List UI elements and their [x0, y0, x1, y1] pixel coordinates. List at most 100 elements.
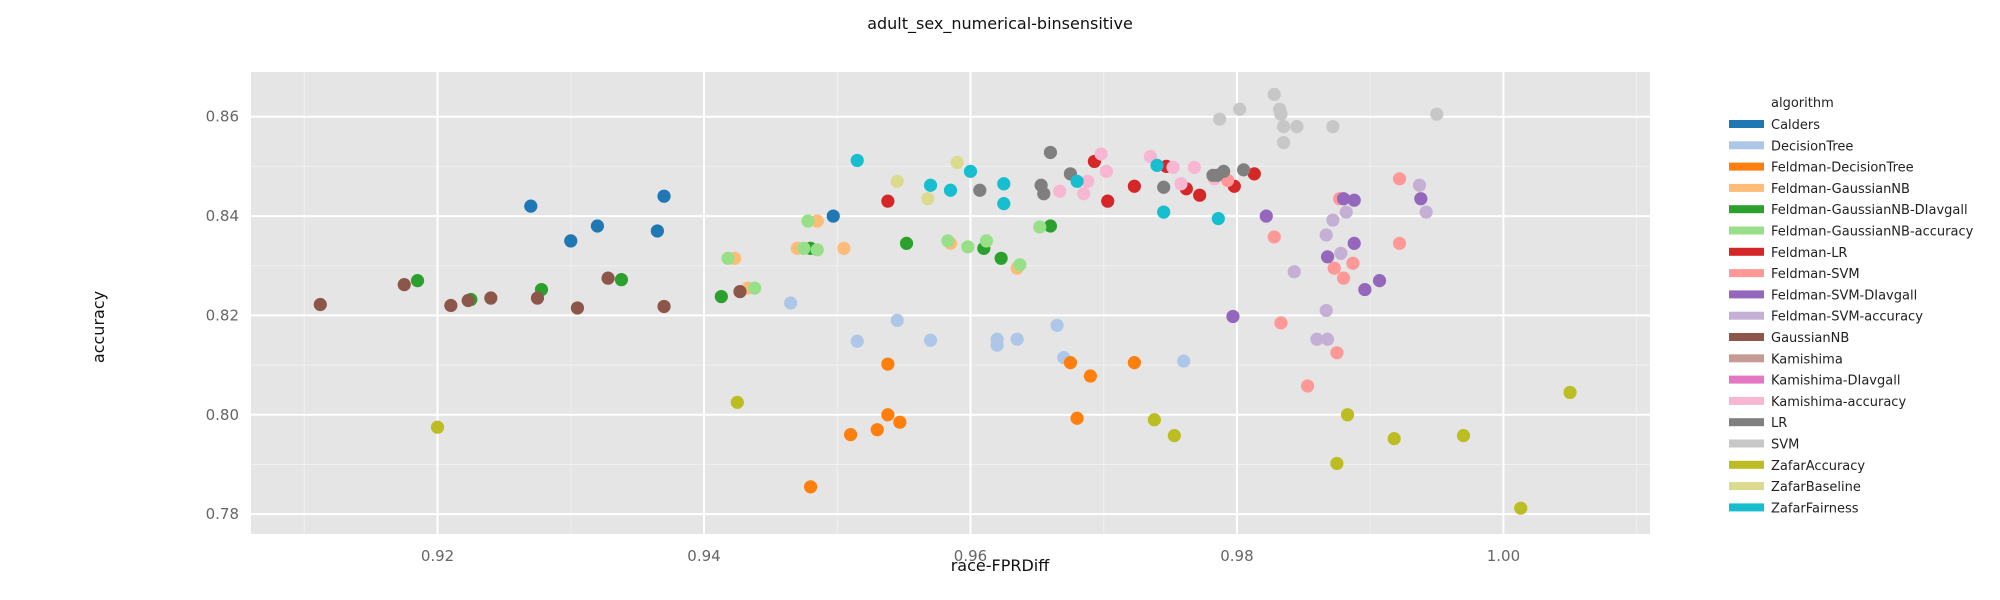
point-svm	[1233, 102, 1247, 116]
point-feldman-gaussiannb-accuracy	[961, 240, 975, 254]
point-feldman-gaussiannb-accuracy	[1033, 220, 1047, 234]
point-feldman-gaussiannb	[837, 241, 851, 255]
point-kamishima-accuracy	[1099, 164, 1113, 178]
point-feldman-svm-accuracy	[1287, 265, 1301, 279]
legend-label-feldman-gaussiannb-accuracy: Feldman-GaussianNB-accuracy	[1771, 225, 1974, 240]
point-lr	[1043, 145, 1058, 160]
point-feldman-decisiontree	[881, 408, 895, 422]
point-zafaraccuracy	[1147, 413, 1161, 427]
point-gaussiannb	[313, 297, 327, 312]
point-feldman-svm-diavgall	[1347, 193, 1361, 207]
point-svm	[1276, 135, 1291, 150]
point-kamishima-accuracy	[1077, 187, 1091, 201]
point-svm	[1276, 120, 1291, 134]
point-feldman-svm	[1392, 236, 1407, 250]
legend-label-gaussiannb: GaussianNB	[1771, 331, 1849, 346]
point-feldman-decisiontree	[843, 428, 858, 442]
point-feldman-svm	[1346, 256, 1360, 270]
x-tick-label: 0.96	[954, 547, 987, 565]
point-zafarfairness	[1211, 211, 1225, 226]
point-gaussiannb	[444, 298, 458, 313]
point-feldman-gaussiannb-diavgall	[899, 236, 914, 250]
point-zafaraccuracy	[1514, 501, 1528, 515]
point-feldman-svm-accuracy	[1412, 178, 1427, 192]
legend-key-svm	[1729, 439, 1764, 448]
point-decisiontree	[990, 338, 1004, 352]
point-zafarfairness	[1150, 158, 1164, 172]
legend-key-feldman-svm-diavgall	[1729, 290, 1764, 299]
point-feldman-gaussiannb-accuracy	[801, 214, 815, 228]
point-svm	[1430, 107, 1444, 121]
legend-key-lr	[1729, 418, 1764, 427]
point-feldman-gaussiannb-accuracy	[979, 234, 994, 248]
point-gaussiannb	[530, 291, 545, 305]
point-feldman-svm	[1274, 316, 1288, 330]
legend-label-zafarbaseline: ZafarBaseline	[1771, 480, 1861, 495]
point-feldman-decisiontree	[1063, 356, 1078, 370]
legend-key-feldman-gaussiannb	[1729, 183, 1764, 192]
chart-title: adult_sex_numerical-binsensitive	[867, 14, 1133, 34]
legend-key-zafaraccuracy	[1729, 460, 1764, 469]
point-zafarfairness	[943, 183, 958, 197]
point-zafaraccuracy	[1340, 408, 1355, 422]
x-tick-label: 0.92	[421, 547, 454, 565]
point-lr	[1217, 164, 1231, 178]
point-calders	[590, 219, 605, 233]
point-svm	[1274, 107, 1288, 121]
point-feldman-gaussiannb-accuracy	[797, 241, 811, 255]
point-calders	[826, 209, 840, 223]
point-zafarbaseline	[890, 174, 904, 188]
y-axis-label: accuracy	[89, 291, 108, 363]
legend-key-feldman-decisiontree	[1729, 162, 1764, 171]
point-feldman-svm-diavgall	[1336, 192, 1351, 206]
point-calders	[657, 189, 671, 203]
point-gaussiannb	[570, 301, 585, 315]
point-kamishima-accuracy	[1187, 160, 1201, 174]
point-feldman-gaussiannb-diavgall	[714, 289, 728, 304]
legend: algorithm Calders DecisionTree Feldman-Dec…	[1729, 96, 1974, 516]
point-feldman-svm-diavgall	[1347, 236, 1361, 250]
point-feldman-gaussiannb-accuracy	[1013, 258, 1027, 272]
point-feldman-lr	[1127, 179, 1141, 193]
point-feldman-gaussiannb-diavgall	[410, 274, 425, 288]
point-feldman-svm-diavgall	[1414, 192, 1428, 206]
point-feldman-svm-accuracy	[1326, 213, 1340, 227]
legend-key-kamishima-diavgall	[1729, 375, 1764, 384]
point-feldman-gaussiannb-accuracy	[941, 234, 955, 248]
point-feldman-svm-accuracy	[1419, 205, 1433, 219]
point-decisiontree	[923, 333, 938, 347]
x-tick-label: 0.94	[687, 547, 720, 565]
y-axis-ticks: 0.78 0.80 0.82 0.84 0.86	[206, 108, 239, 523]
point-gaussiannb	[657, 299, 671, 314]
legend-label-feldman-svm: Feldman-SVM	[1771, 267, 1860, 282]
point-feldman-svm-accuracy	[1310, 332, 1324, 346]
point-gaussiannb	[601, 271, 615, 285]
point-kamishima-accuracy	[1166, 160, 1180, 174]
point-zafarfairness	[923, 178, 938, 192]
point-feldman-svm-diavgall	[1226, 309, 1240, 324]
point-feldman-decisiontree	[893, 415, 907, 429]
point-decisiontree	[784, 296, 798, 310]
point-lr	[973, 183, 987, 197]
point-feldman-svm	[1392, 172, 1407, 186]
x-axis-ticks: 0.92 0.94 0.96 0.98 1.00	[421, 547, 1520, 565]
point-feldman-svm-accuracy	[1339, 205, 1353, 219]
x-axis-label: race-FPRDiff	[951, 556, 1051, 575]
legend-label-feldman-svm-diavgall: Feldman-SVM-DIavgall	[1771, 288, 1917, 303]
point-gaussiannb	[461, 293, 475, 308]
point-feldman-svm-accuracy	[1319, 228, 1333, 242]
point-lr	[1037, 187, 1051, 201]
point-kamishima-accuracy	[1094, 147, 1108, 161]
y-tick-label: 0.80	[206, 406, 239, 424]
legend-key-calders	[1729, 120, 1764, 128]
data-points	[313, 87, 1577, 515]
point-feldman-decisiontree	[1083, 369, 1097, 383]
x-tick-label: 1.00	[1487, 547, 1520, 565]
point-kamishima-accuracy	[1174, 177, 1188, 191]
point-feldman-svm	[1300, 379, 1315, 393]
legend-label-feldman-gaussiannb-diavgall: Feldman-GaussianNB-DIavgall	[1771, 203, 1968, 218]
y-tick-label: 0.78	[206, 505, 239, 523]
legend-key-kamishima	[1729, 354, 1764, 363]
point-gaussiannb	[484, 291, 498, 305]
point-zafaraccuracy	[730, 395, 744, 409]
